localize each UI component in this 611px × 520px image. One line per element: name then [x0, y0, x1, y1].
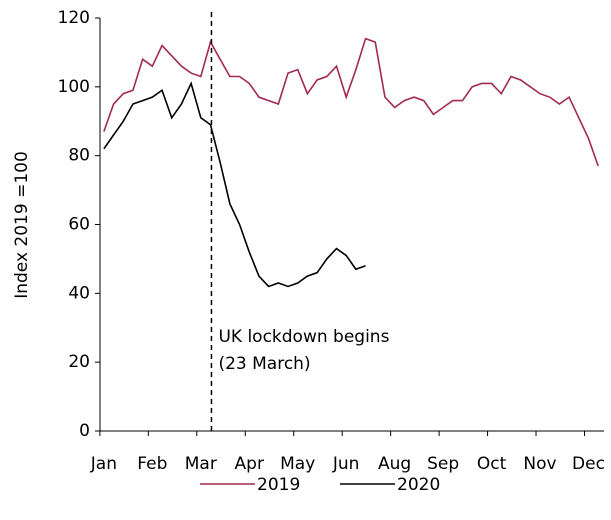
y-axis-label: Index 2019 =100	[12, 151, 32, 299]
x-tick-label: Mar	[185, 454, 217, 474]
x-tick-label: Nov	[523, 454, 556, 474]
x-tick-label: Oct	[477, 454, 507, 474]
y-tick-label: 20	[68, 352, 90, 372]
x-tick-label: Feb	[137, 454, 167, 474]
y-tick-label: 120	[58, 8, 90, 28]
x-tick-label: Aug	[378, 454, 411, 474]
annotation-text: UK lockdown begins	[218, 327, 389, 347]
x-tick-label: Sep	[427, 454, 459, 474]
y-tick-label: 0	[79, 421, 90, 441]
x-tick-label: Apr	[235, 454, 264, 474]
series-line	[103, 37, 599, 167]
x-tick-label: Jan	[90, 454, 117, 474]
x-tick-label: May	[280, 454, 315, 474]
series-line	[103, 81, 366, 288]
x-tick-label: Dec	[572, 454, 605, 474]
y-tick-label: 40	[68, 283, 90, 303]
annotation-text: (23 March)	[218, 354, 310, 374]
y-tick-label: 80	[68, 146, 90, 166]
x-tick-label: Jun	[332, 454, 360, 474]
legend-label: 2020	[397, 475, 440, 495]
y-tick-label: 60	[68, 215, 90, 235]
legend-label: 2019	[257, 475, 300, 495]
y-tick-label: 100	[58, 77, 90, 97]
